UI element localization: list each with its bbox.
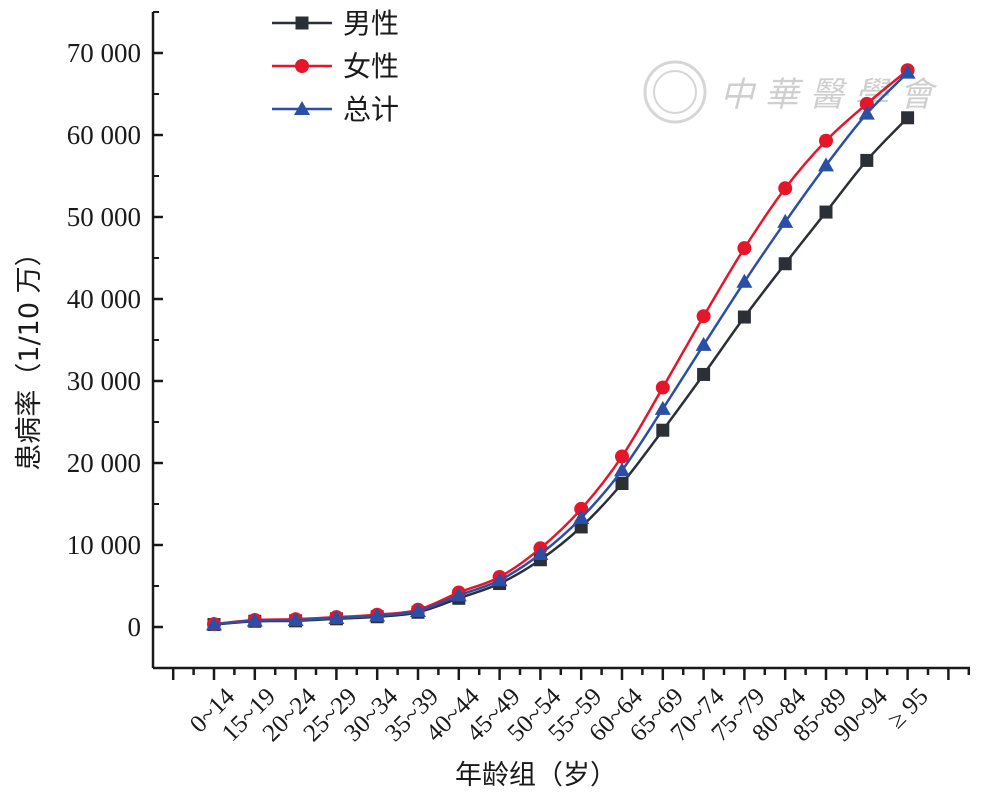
data-point xyxy=(859,96,874,111)
axes xyxy=(151,11,971,680)
data-point xyxy=(899,64,916,79)
y-tick-label: 70 000 xyxy=(67,38,141,68)
data-point xyxy=(696,309,711,324)
data-point xyxy=(410,603,426,618)
data-point xyxy=(777,213,794,228)
data-point xyxy=(737,310,751,324)
y-axis-title: 患病率（1/10 万） xyxy=(14,239,45,470)
data-point xyxy=(654,400,671,415)
legend-label: 男性 xyxy=(343,7,399,40)
data-point xyxy=(736,273,753,288)
series-line xyxy=(213,71,909,626)
y-tick-label: 40 000 xyxy=(67,284,141,314)
data-point xyxy=(901,111,915,125)
y-tick-label: 20 000 xyxy=(67,448,141,478)
watermark-seal-inner-icon xyxy=(653,70,697,114)
data-point xyxy=(491,572,508,587)
data-point xyxy=(778,257,792,271)
data-point xyxy=(737,241,752,256)
data-point xyxy=(369,607,386,622)
y-tick-label: 30 000 xyxy=(67,366,141,396)
x-tick-label: ≥ 95 xyxy=(883,683,934,734)
series-line xyxy=(213,116,909,626)
data-point xyxy=(656,423,670,437)
data-point xyxy=(818,157,834,172)
data-point xyxy=(778,181,793,196)
legend-label: 女性 xyxy=(343,50,399,83)
legend-marker xyxy=(294,101,310,115)
data-point xyxy=(574,501,589,516)
watermark: 中 華 醫 學 會 xyxy=(643,60,938,124)
data-point xyxy=(819,205,833,219)
legend-marker xyxy=(295,16,309,30)
data-point xyxy=(615,477,629,490)
data-point xyxy=(573,509,590,524)
watermark-seal-icon xyxy=(643,60,707,124)
y-tick-label: 60 000 xyxy=(67,120,141,150)
data-point xyxy=(246,612,263,627)
data-point xyxy=(328,609,345,624)
tick-labels: 0 10 000 20 000 30 000 40 000 50 000 60 000 70 … xyxy=(67,38,934,747)
series-triangle xyxy=(206,64,916,631)
series-line xyxy=(213,69,909,626)
watermark-text: 中 華 醫 學 會 xyxy=(720,75,938,115)
series-layer xyxy=(206,63,916,632)
data-point xyxy=(287,612,304,627)
y-tick-label: 0 xyxy=(128,612,142,642)
data-point xyxy=(819,133,833,148)
legend-marker xyxy=(295,59,309,73)
data-point xyxy=(860,153,874,167)
data-point xyxy=(655,380,670,395)
y-tick-label: 50 000 xyxy=(67,202,141,232)
data-point xyxy=(697,367,711,381)
data-point xyxy=(206,616,222,631)
data-point xyxy=(450,587,467,602)
legend-label: 总计 xyxy=(343,93,399,126)
data-point xyxy=(695,336,712,351)
y-tick-label: 10 000 xyxy=(67,530,141,560)
data-point xyxy=(532,546,549,561)
x-axis-title: 年龄组（岁） xyxy=(455,760,617,791)
data-point xyxy=(615,449,629,464)
data-point xyxy=(858,105,875,120)
data-point xyxy=(614,462,630,477)
